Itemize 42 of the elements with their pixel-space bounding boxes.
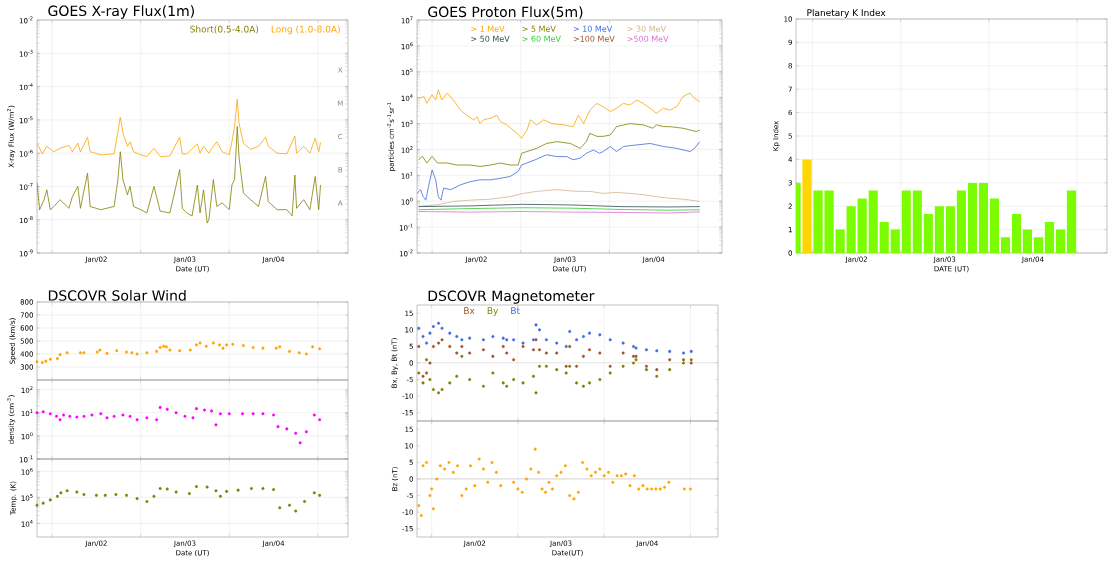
bar <box>989 198 999 253</box>
bar <box>857 198 867 253</box>
bar <box>890 229 900 253</box>
text: Bx <box>464 307 475 314</box>
text: Short(0.5-4.0A) <box>190 25 259 34</box>
bar <box>1066 190 1077 253</box>
chart-title: DSCOVR Magnetometer <box>428 290 595 304</box>
bar <box>956 190 966 253</box>
bar <box>879 221 889 253</box>
bar <box>912 190 922 253</box>
text: By <box>487 307 499 316</box>
chart-title: GOES X-ray Flux(1m) <box>48 5 194 19</box>
bar <box>1044 221 1055 253</box>
bar <box>824 190 834 253</box>
text: Bt <box>511 307 520 314</box>
bar <box>846 206 856 253</box>
bar <box>923 213 933 253</box>
bar <box>901 190 911 253</box>
legend-label: >100 MeV <box>573 35 615 42</box>
text: > 1 MeV <box>471 25 505 32</box>
bar <box>934 206 944 253</box>
text: > 50 MeV <box>471 35 510 42</box>
bar <box>1055 229 1066 253</box>
bar <box>868 190 878 253</box>
bar <box>1022 229 1033 253</box>
bar <box>967 182 977 253</box>
text: Long (1.0-8.0A) <box>271 25 340 35</box>
bar <box>978 182 988 253</box>
text: > 5 MeV <box>522 25 556 32</box>
chart-title: DSCOVR Solar Wind <box>48 289 186 301</box>
bar <box>813 190 823 253</box>
bar <box>1033 237 1044 253</box>
bar <box>835 229 845 253</box>
text: >500 MeV <box>627 35 669 42</box>
bar <box>1000 237 1011 253</box>
bar <box>945 206 955 253</box>
chart-title: Planetary K Index <box>807 9 886 18</box>
text: > 30 MeV <box>627 25 666 32</box>
bar <box>1011 213 1022 253</box>
text: > 10 MeV <box>573 25 613 32</box>
text: > 60 MeV <box>522 35 561 42</box>
chart-title: GOES Proton Flux(5m) <box>428 6 583 19</box>
